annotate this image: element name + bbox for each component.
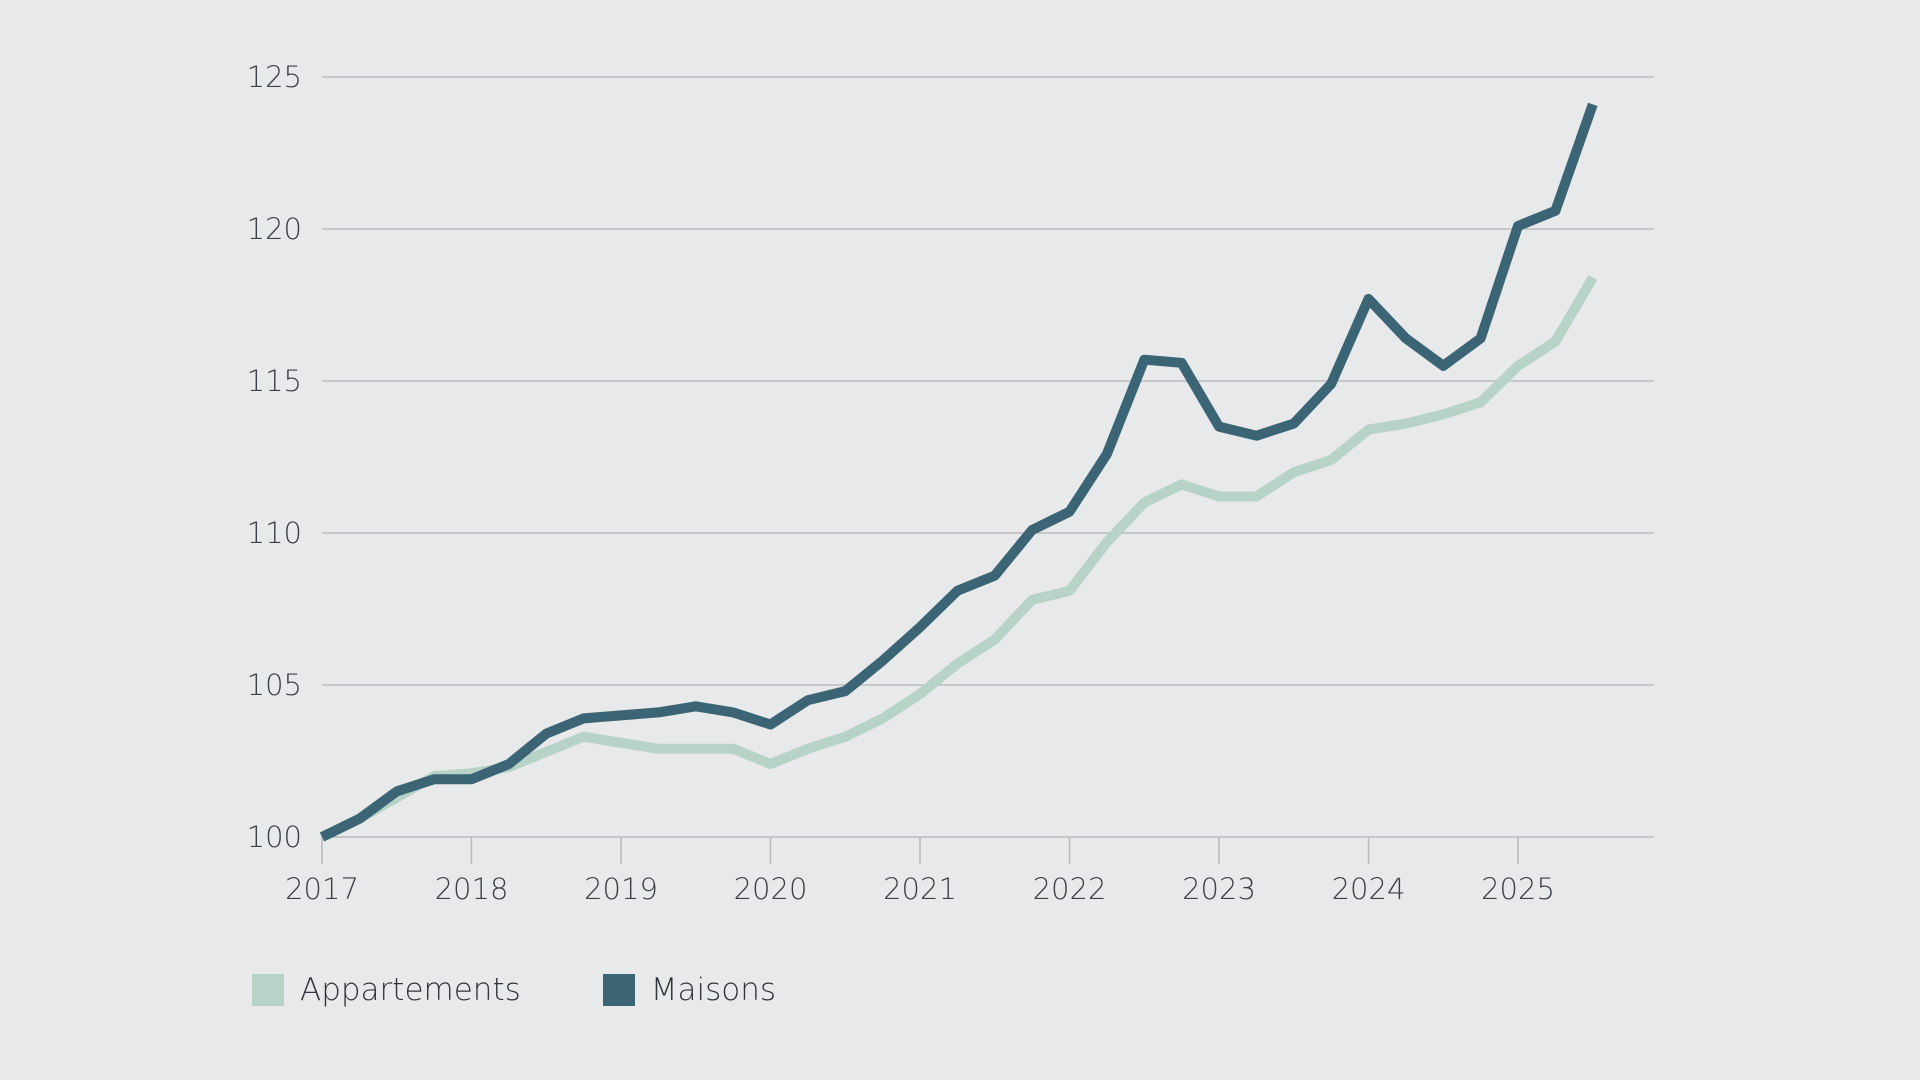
legend-item-maisons: Maisons [602, 972, 777, 1008]
legend-swatch-appartements [252, 974, 284, 1006]
y-tick-label-100: 100 [247, 820, 302, 854]
x-tick-label-2021: 2021 [883, 872, 957, 906]
x-tick-label-2018: 2018 [435, 872, 509, 906]
x-tick-label-2024: 2024 [1332, 872, 1406, 906]
series-lines [319, 102, 1598, 842]
legend-label-appartements: Appartements [300, 972, 521, 1008]
x-tick-label-2017: 2017 [285, 872, 359, 906]
x-tick-label-2019: 2019 [584, 872, 658, 906]
series-line-appartements [319, 275, 1598, 842]
legend-item-appartements: Appartements [252, 972, 521, 1008]
y-tick-label-125: 125 [247, 60, 302, 94]
series-line-maisons [319, 102, 1598, 842]
x-axis-ticks [321, 837, 1519, 864]
x-tick-label-2020: 2020 [734, 872, 808, 906]
x-axis-labels: 2017 2018 2019 2020 2021 2022 2023 2024 2025 [285, 872, 1555, 906]
x-tick-label-2023: 2023 [1182, 872, 1256, 906]
y-tick-label-120: 120 [247, 212, 302, 246]
x-tick-label-2022: 2022 [1033, 872, 1107, 906]
y-axis-labels: 100 105 110 115 120 125 [247, 60, 302, 854]
gridlines [322, 76, 1654, 838]
legend-label-maisons: Maisons [650, 972, 777, 1008]
y-tick-label-105: 105 [247, 668, 302, 702]
x-tick-label-2025: 2025 [1481, 872, 1555, 906]
y-tick-label-115: 115 [247, 364, 302, 398]
legend-swatch-maisons [602, 974, 635, 1006]
y-tick-label-110: 110 [247, 516, 302, 550]
legend: Appartements Maisons [252, 968, 858, 1012]
